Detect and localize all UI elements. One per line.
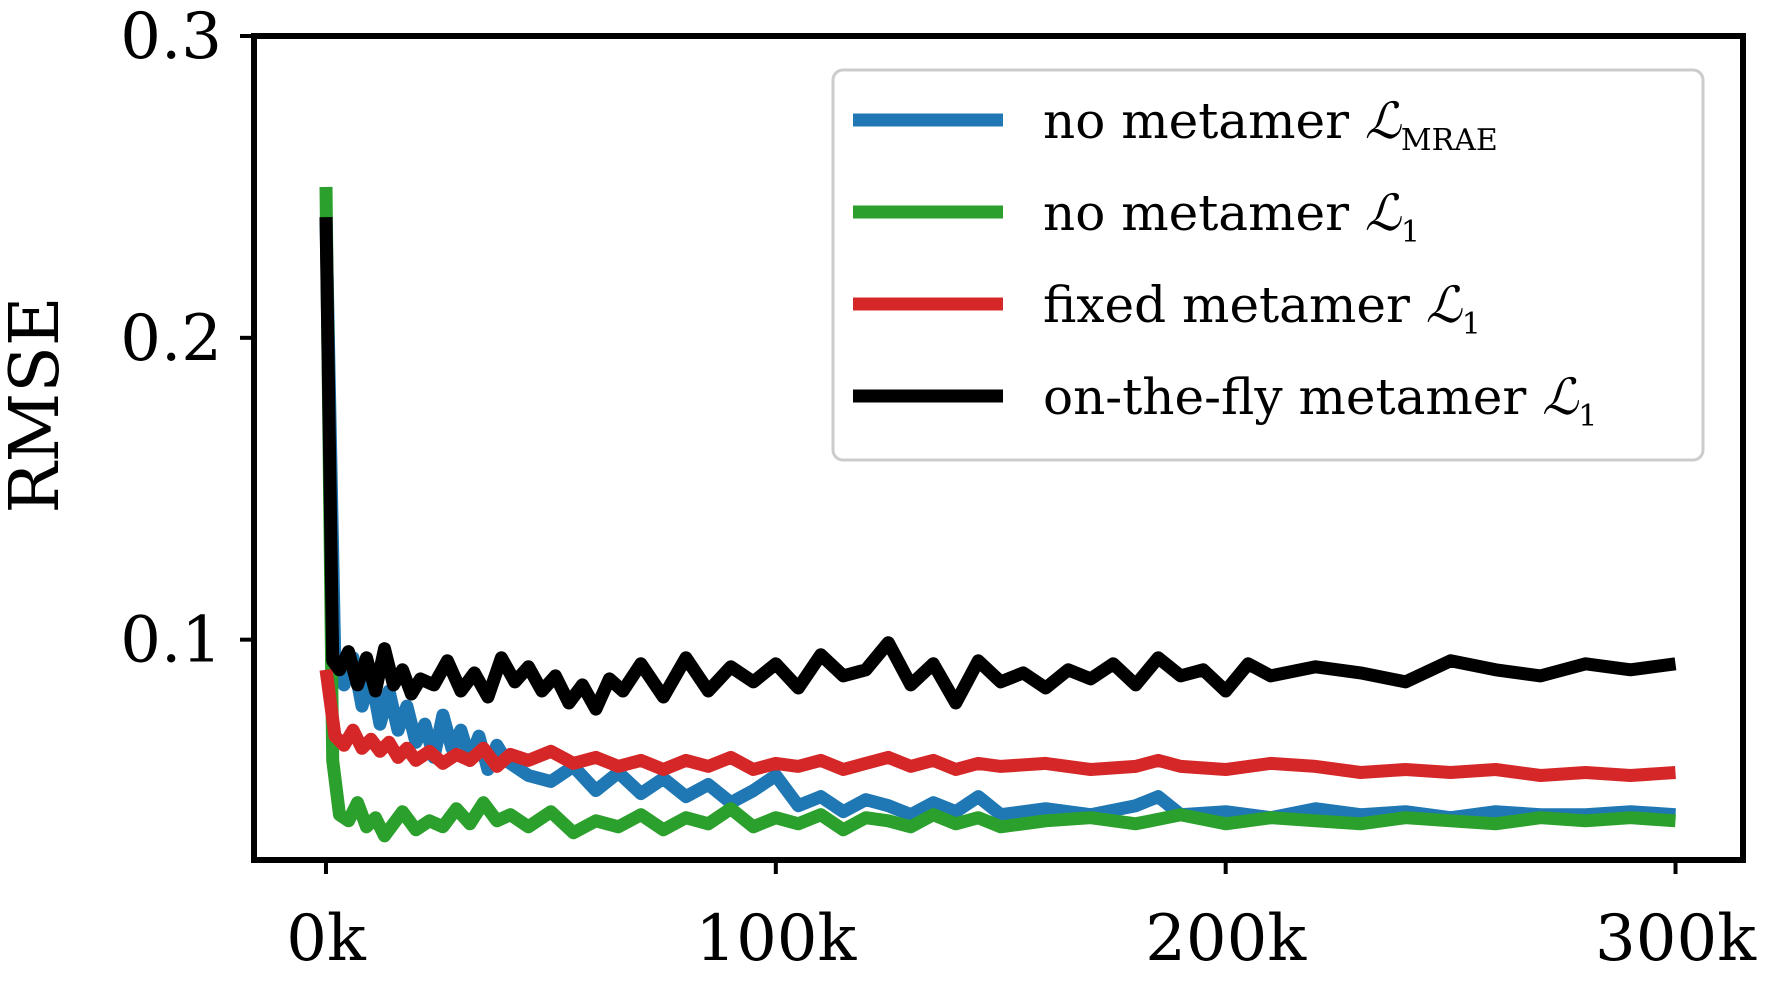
legend-loss-symbol: ℒ [1542, 368, 1579, 426]
series-line-no-metamer-1 [319, 186, 1676, 843]
legend-loss-subscript: MRAE [1401, 123, 1498, 158]
legend-series-name: fixed metamer [1043, 276, 1426, 334]
series-lines [319, 186, 1677, 843]
y-tick-label: 0.2 [120, 302, 222, 376]
x-tick-label: 300k [1595, 902, 1757, 976]
legend-label: fixed metamer ℒ1 [1043, 276, 1481, 342]
plot-frame [251, 33, 1746, 863]
y-axis-label: RMSE [0, 296, 75, 513]
x-axis: 0k 100k 200k 300k [286, 860, 1757, 976]
x-tick-label: 0k [286, 902, 367, 976]
legend-box [831, 68, 1705, 462]
legend-label: no metamer ℒ1 [1043, 184, 1420, 250]
legend-loss-symbol: ℒ [1365, 92, 1402, 150]
x-tick-label: 100k [695, 902, 857, 976]
legend-loss-symbol: ℒ [1426, 276, 1463, 334]
y-axis: 0.1 0.2 0.3 [120, 0, 254, 678]
series-line-fixed-metamer-1 [319, 668, 1676, 782]
y-tick-label: 0.1 [120, 604, 222, 678]
legend-series-name: on-the-fly metamer [1043, 368, 1542, 426]
legend-series-name: no metamer [1043, 184, 1365, 242]
y-tick-label: 0.3 [120, 0, 222, 74]
legend-label: no metamer ℒMRAE [1043, 92, 1498, 158]
legend-loss-subscript: 1 [1462, 307, 1481, 342]
legend-loss-subscript: 1 [1578, 399, 1597, 434]
series-line-on-the-fly-metamer-1 [319, 217, 1677, 716]
x-tick-label: 200k [1145, 902, 1307, 976]
legend-label: on-the-fly metamer ℒ1 [1043, 368, 1597, 434]
series-line-no-metamer-mrae [319, 216, 1676, 825]
legend-loss-symbol: ℒ [1365, 184, 1402, 242]
legend-loss-subscript: 1 [1401, 215, 1420, 250]
legend-series-name: no metamer [1043, 92, 1365, 150]
